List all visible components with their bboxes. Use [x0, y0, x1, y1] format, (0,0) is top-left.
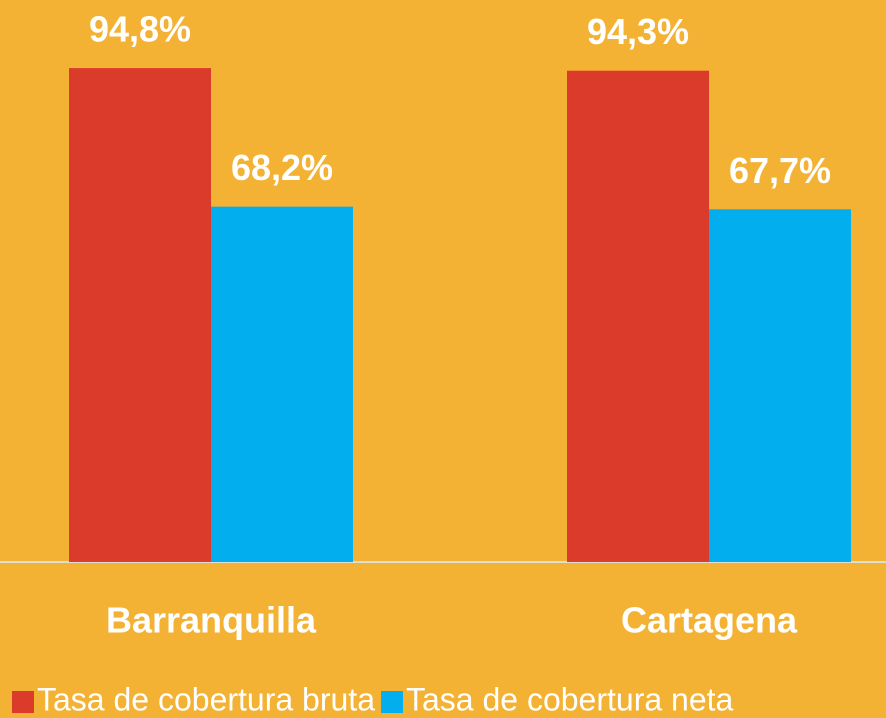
bar [709, 209, 851, 562]
bar [69, 68, 211, 562]
legend-swatch [12, 691, 34, 713]
x-tick-label: Cartagena [621, 600, 798, 641]
value-label: 68,2% [231, 147, 333, 188]
x-tick-label: Barranquilla [106, 600, 317, 641]
bar [211, 206, 353, 563]
legend-swatch [380, 691, 403, 713]
value-label: 67,7% [729, 150, 831, 191]
value-label: 94,3% [587, 11, 689, 52]
bar [567, 70, 709, 563]
legend-label: Tasa de cobertura neta [406, 681, 734, 717]
value-label: 94,8% [89, 9, 191, 50]
legend-label: Tasa de cobertura bruta [37, 681, 375, 717]
